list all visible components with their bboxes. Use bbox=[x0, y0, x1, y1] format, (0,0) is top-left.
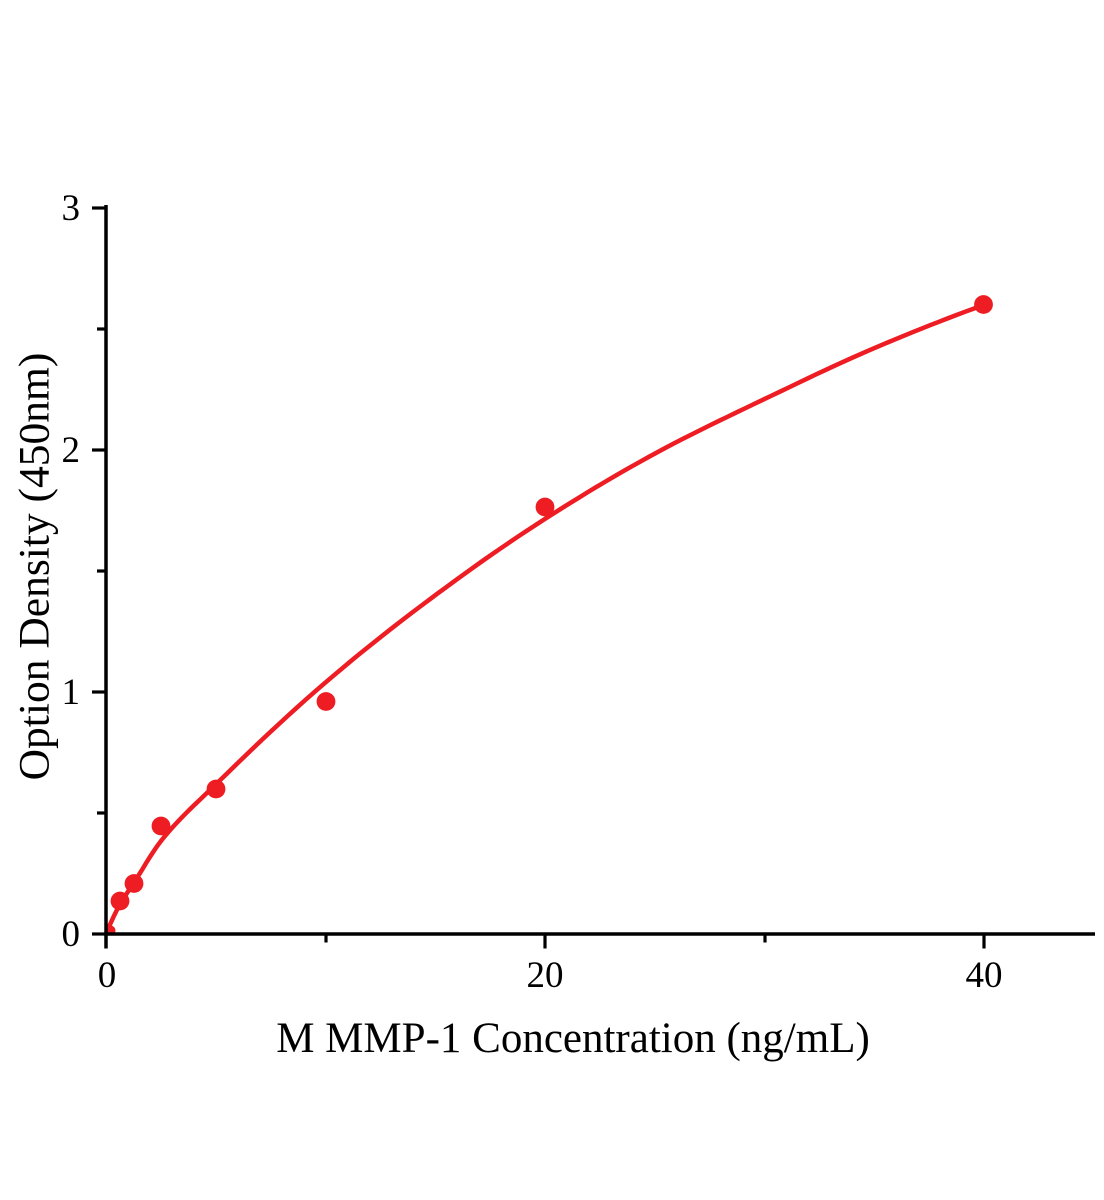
svg-text:Option Density (450nm): Option Density (450nm) bbox=[11, 353, 59, 781]
svg-text:3: 3 bbox=[62, 188, 81, 229]
svg-text:20: 20 bbox=[527, 955, 564, 996]
svg-text:M MMP-1 Concentration (ng/mL): M MMP-1 Concentration (ng/mL) bbox=[276, 1015, 870, 1062]
svg-text:2: 2 bbox=[62, 430, 81, 471]
svg-text:0: 0 bbox=[62, 914, 81, 955]
svg-text:0: 0 bbox=[98, 955, 117, 996]
svg-text:40: 40 bbox=[966, 955, 1003, 996]
svg-text:1: 1 bbox=[62, 672, 81, 713]
